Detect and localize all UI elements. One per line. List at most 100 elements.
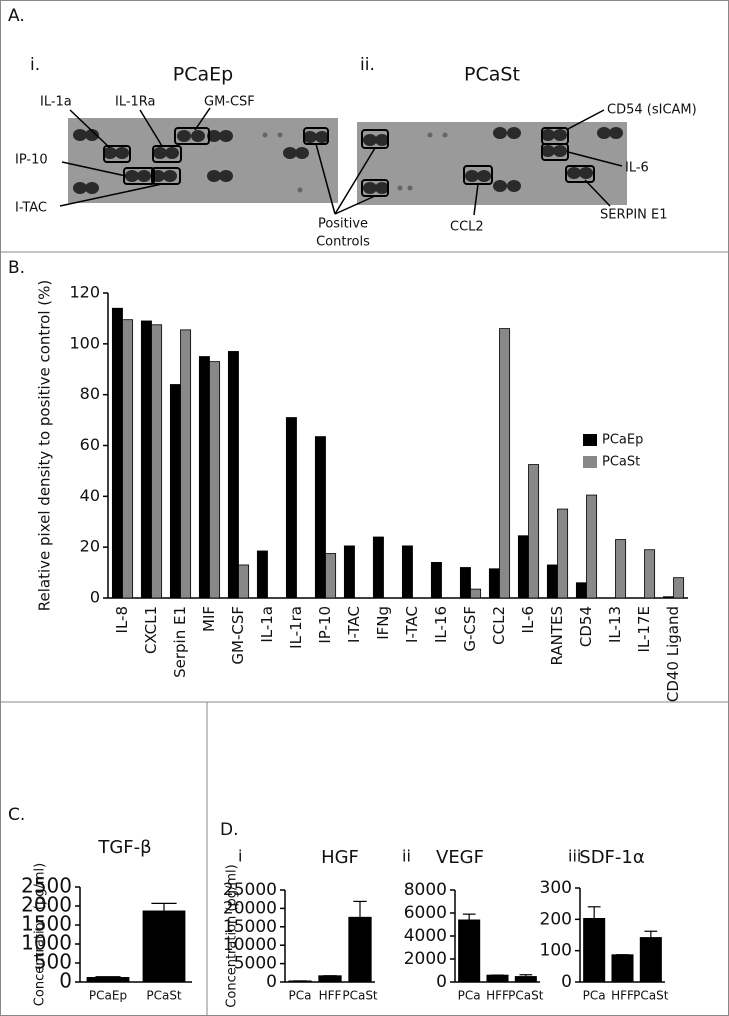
bar bbox=[611, 954, 634, 983]
blot-spot bbox=[427, 132, 433, 138]
x-tick-label: PCaSt bbox=[508, 989, 544, 1003]
y-tick-label: 25000 bbox=[223, 880, 277, 900]
x-tick-label: IL-17E bbox=[635, 606, 653, 653]
blot-spot bbox=[219, 170, 233, 182]
y-tick-label: 40 bbox=[80, 486, 100, 505]
blot bbox=[357, 122, 627, 205]
x-tick-label: IFNg bbox=[374, 606, 392, 640]
bar bbox=[514, 976, 537, 983]
x-tick-label: GM-CSF bbox=[229, 606, 247, 665]
x-tick-label: CXCL1 bbox=[142, 606, 160, 654]
leader-line bbox=[69, 109, 111, 149]
sub-label: i bbox=[238, 847, 242, 866]
x-tick-label: IL-8 bbox=[113, 606, 131, 633]
y-tick-label: 2500 bbox=[21, 874, 72, 898]
legend-label: PCaEp bbox=[602, 433, 643, 448]
blot-spot bbox=[567, 167, 581, 179]
sub-label: ii. bbox=[360, 55, 375, 75]
blot-spot bbox=[375, 134, 389, 146]
leader-line bbox=[59, 183, 163, 207]
annotation: IL-1Ra bbox=[115, 95, 156, 110]
blot bbox=[68, 118, 338, 203]
blot-spot bbox=[115, 147, 129, 159]
y-tick-label: 0 bbox=[436, 972, 447, 992]
y-tick-label: 20000 bbox=[223, 898, 277, 918]
annotation: I-TAC bbox=[15, 201, 47, 216]
blot-spot bbox=[303, 131, 317, 143]
blot-spot bbox=[597, 127, 611, 139]
x-tick-label: PCaSt bbox=[146, 989, 182, 1003]
bar bbox=[209, 361, 221, 599]
x-tick-label: PCa bbox=[583, 989, 606, 1003]
error-bar bbox=[644, 930, 658, 938]
legend-label: PCaSt bbox=[602, 455, 640, 470]
x-tick-label: IP-10 bbox=[316, 606, 334, 644]
x-tick-label: IL-1a bbox=[258, 606, 276, 643]
bar bbox=[151, 324, 163, 599]
annotation: GM-CSF bbox=[204, 95, 255, 110]
leader-line bbox=[194, 107, 211, 131]
blot-spot bbox=[262, 132, 268, 138]
y-tick-label: 100 bbox=[540, 941, 572, 961]
blot-spot bbox=[177, 130, 191, 142]
blot-spot bbox=[397, 185, 403, 191]
blot-spot bbox=[283, 147, 297, 159]
bar bbox=[644, 549, 656, 599]
y-tick-label: 2000 bbox=[21, 893, 72, 917]
y-tick-label: 300 bbox=[540, 878, 572, 898]
bar bbox=[238, 564, 250, 599]
y-tick-label: 100 bbox=[69, 333, 100, 352]
bar bbox=[86, 977, 130, 983]
blot-spot bbox=[553, 129, 567, 141]
panel-label: D. bbox=[220, 820, 239, 840]
y-tick-label: 200 bbox=[540, 909, 572, 929]
x-tick-label: HFF bbox=[319, 989, 342, 1003]
blot-spot bbox=[73, 182, 87, 194]
x-tick-label: CD40 Ligand bbox=[664, 606, 682, 702]
blot-spot bbox=[407, 185, 413, 191]
annotation: IL-6 bbox=[625, 161, 649, 176]
panel-label: B. bbox=[8, 258, 25, 278]
leader-line bbox=[334, 147, 376, 215]
blot-spot bbox=[363, 182, 377, 194]
bar bbox=[517, 535, 529, 599]
bar bbox=[140, 320, 152, 599]
x-tick-label: I-TAC bbox=[345, 606, 363, 643]
highlight-box bbox=[151, 167, 181, 185]
error-bar bbox=[587, 906, 601, 919]
bar bbox=[256, 550, 268, 599]
blot-spot bbox=[541, 145, 555, 157]
x-tick-label: RANTES bbox=[548, 606, 566, 665]
y-tick-label: 2000 bbox=[404, 949, 447, 969]
error-bar bbox=[462, 913, 476, 920]
bar bbox=[180, 329, 192, 599]
blot-spot bbox=[219, 130, 233, 142]
blot-spot bbox=[507, 180, 521, 192]
x-tick-label: IL-1ra bbox=[287, 606, 305, 649]
x-tick-label: G-CSF bbox=[461, 606, 479, 652]
bar bbox=[673, 577, 685, 599]
bar bbox=[142, 910, 186, 983]
y-tick-label: 6000 bbox=[404, 903, 447, 923]
sub-label: iii bbox=[568, 847, 581, 866]
bar bbox=[470, 588, 482, 599]
y-tick-label: 120 bbox=[69, 283, 100, 302]
bar bbox=[198, 356, 210, 599]
blot-spot bbox=[315, 131, 329, 143]
y-tick-label: 20 bbox=[80, 537, 100, 556]
blot-spot bbox=[125, 170, 139, 182]
bar bbox=[662, 596, 674, 599]
blot-spot bbox=[85, 129, 99, 141]
x-tick-label: PCaSt bbox=[342, 989, 378, 1003]
blot-spot bbox=[477, 170, 491, 182]
y-tick-label: 0 bbox=[561, 972, 572, 992]
blot-spot bbox=[465, 170, 479, 182]
sub-label: i. bbox=[30, 55, 40, 75]
bar bbox=[227, 351, 239, 599]
error-bar bbox=[95, 976, 121, 978]
x-tick-label: PCaEp bbox=[89, 989, 127, 1003]
highlight-box bbox=[174, 127, 210, 145]
annotation: Controls bbox=[316, 235, 370, 250]
blot-spot bbox=[85, 182, 99, 194]
